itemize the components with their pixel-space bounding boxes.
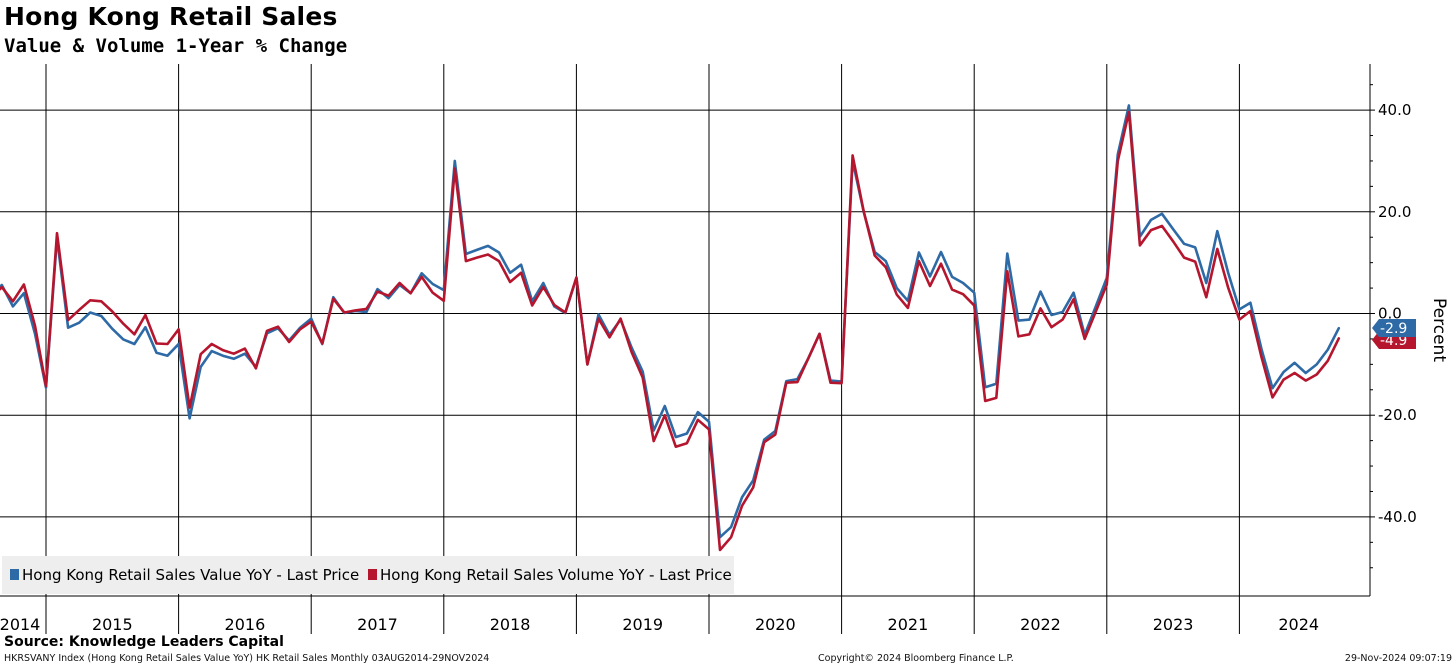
x-axis-year-labels: 2014 2015 2016 2017 2018 2019 2020 2021 2022 2023… xyxy=(0,615,1319,634)
x-tick-label: 2015 xyxy=(92,615,133,634)
value-last-value-tag xyxy=(1372,319,1416,337)
footer-copyright: Copyright© 2024 Bloomberg Finance L.P. xyxy=(818,653,1014,664)
series-lines xyxy=(0,104,1341,552)
x-tick-label: 2020 xyxy=(755,615,796,634)
footer-ticker-info: HKRSVANY Index (Hong Kong Retail Sales V… xyxy=(4,653,490,664)
legend-label: Hong Kong Retail Sales Value YoY - Last … xyxy=(22,566,359,584)
x-tick-label: 2023 xyxy=(1153,615,1194,634)
x-tick-label: 2022 xyxy=(1020,615,1061,634)
legend-label: Hong Kong Retail Sales Volume YoY - Last… xyxy=(380,566,732,584)
y-tick-label: 40.0 xyxy=(1378,101,1411,119)
x-tick-label: 2016 xyxy=(225,615,266,634)
y-tick-label: 20.0 xyxy=(1378,203,1411,221)
x-tick-label: 2019 xyxy=(622,615,663,634)
x-tick-label: 2018 xyxy=(490,615,531,634)
x-tick-label: 2024 xyxy=(1278,615,1319,634)
value-last-value-tag-label: -2.9 xyxy=(1380,321,1407,337)
source-note: Source: Knowledge Leaders Capital xyxy=(4,634,284,650)
x-tick-label: 2021 xyxy=(888,615,929,634)
y-tick-label: 0.0 xyxy=(1378,305,1402,323)
y-tick-label: -20.0 xyxy=(1378,406,1417,424)
chart-subtitle: Value & Volume 1-Year % Change xyxy=(4,35,348,57)
last-value-tags: -4.9-2.9 xyxy=(1372,319,1416,349)
series-line-value xyxy=(0,104,1341,539)
y-tick-label: -40.0 xyxy=(1378,508,1417,526)
footer-timestamp: 29-Nov-2024 09:07:19 xyxy=(1344,653,1452,664)
series-line-volume xyxy=(0,110,1341,552)
legend-swatch xyxy=(10,569,19,580)
y-axis: 40.0 20.0 0.0 -20.0 -40.0 Percent xyxy=(1369,64,1449,596)
legend: Hong Kong Retail Sales Value YoY - Last … xyxy=(2,556,734,594)
x-tick-label: 2014 xyxy=(0,615,40,634)
legend-swatch xyxy=(368,569,377,580)
chart-title: Hong Kong Retail Sales xyxy=(4,2,338,31)
y-axis-title: Percent xyxy=(1429,298,1449,362)
x-tick-label: 2017 xyxy=(357,615,398,634)
